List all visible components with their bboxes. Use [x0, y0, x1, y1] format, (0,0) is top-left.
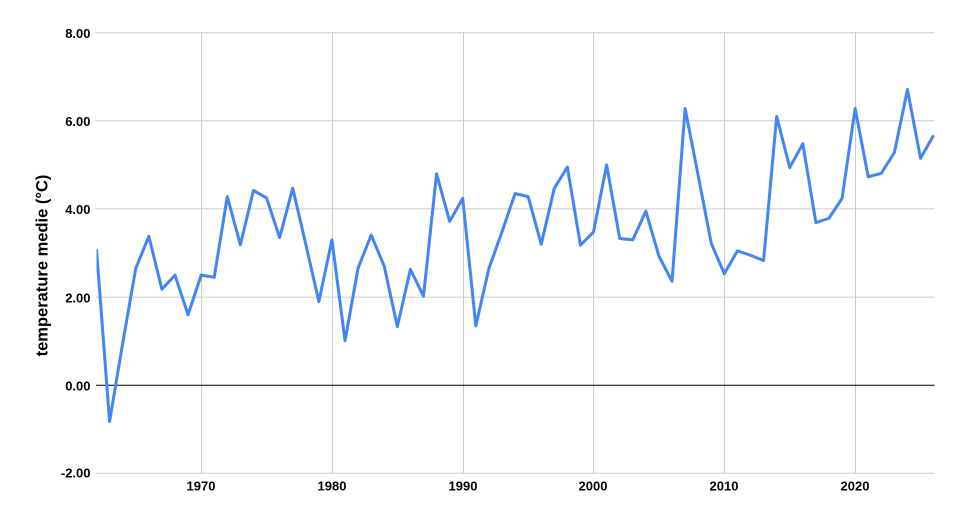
svg-text:2.00: 2.00 — [65, 290, 90, 305]
svg-text:temperature medie (°C): temperature medie (°C) — [34, 175, 52, 357]
svg-text:1970: 1970 — [187, 479, 216, 494]
svg-text:8.00: 8.00 — [65, 26, 90, 41]
svg-text:1980: 1980 — [318, 479, 347, 494]
svg-text:2000: 2000 — [579, 479, 608, 494]
svg-text:6.00: 6.00 — [65, 114, 90, 129]
svg-text:-2.00: -2.00 — [61, 466, 91, 481]
svg-text:0.00: 0.00 — [65, 378, 90, 393]
svg-text:2010: 2010 — [710, 479, 739, 494]
svg-text:1990: 1990 — [449, 479, 478, 494]
svg-text:4.00: 4.00 — [65, 202, 90, 217]
svg-text:2020: 2020 — [841, 479, 870, 494]
